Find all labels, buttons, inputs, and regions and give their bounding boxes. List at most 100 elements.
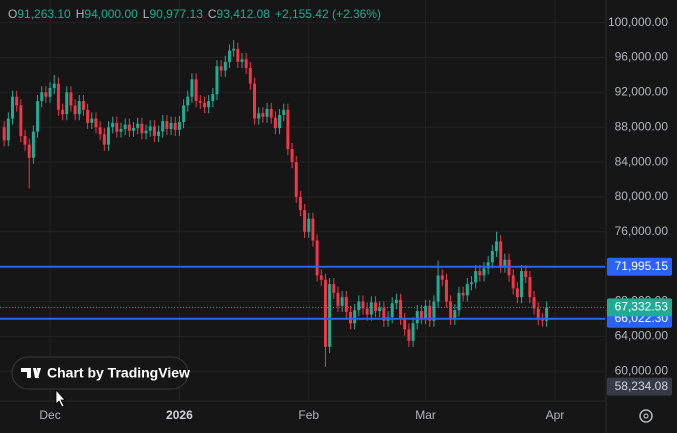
candle-body [332, 284, 336, 293]
y-tick-label: 92,000.00 [615, 85, 669, 99]
candle-body [152, 126, 156, 136]
candle-body [348, 311, 352, 324]
candle-body [90, 118, 94, 123]
x-tick-label: Mar [415, 408, 436, 422]
candle-body [244, 59, 248, 68]
candle-body [403, 318, 407, 330]
cursor [55, 388, 66, 408]
marker-box [607, 377, 672, 396]
last-price-box [607, 298, 672, 317]
candle-body [69, 92, 73, 106]
candle-body [6, 118, 10, 141]
candle-body [540, 318, 544, 321]
candle-body [515, 288, 519, 298]
candle-body [469, 282, 473, 285]
candle-body [382, 307, 386, 321]
candle-body [186, 96, 190, 106]
x-tick-label: Dec [39, 408, 60, 422]
gear-ring [639, 409, 653, 423]
candle-body [19, 105, 23, 136]
candle-body [86, 109, 90, 123]
x-tick-label: 2026 [166, 408, 193, 422]
candle-body [478, 271, 482, 276]
candle-body [415, 311, 419, 324]
candle-body [223, 61, 227, 71]
candle-body [357, 301, 361, 311]
candle-body [361, 301, 365, 309]
candle-body [169, 122, 173, 129]
candle-body [253, 83, 257, 119]
candle-body [40, 92, 44, 102]
candle-body [61, 109, 65, 115]
candle-body [424, 305, 428, 319]
candle-body [173, 122, 177, 130]
candle-body [165, 121, 169, 129]
candle-body [94, 118, 98, 128]
candle-body [132, 128, 136, 131]
badge-text: Chart by TradingView [47, 365, 190, 381]
candle-body [265, 108, 269, 117]
candle-body [27, 144, 31, 158]
candle-body [474, 271, 478, 283]
y-tick-label: 60,000.00 [615, 363, 669, 377]
candle-body [140, 123, 144, 134]
candle-body [102, 134, 106, 145]
candle-body [207, 101, 211, 108]
settings-icon[interactable] [639, 409, 653, 423]
candle-body [503, 259, 507, 267]
candle-body [15, 96, 19, 106]
candle-body [407, 329, 411, 341]
candle-body [495, 241, 499, 251]
candle-body [257, 113, 261, 119]
candle-body [428, 305, 432, 321]
candle-body [219, 66, 223, 71]
candle-body [374, 302, 378, 312]
candle-body [248, 67, 252, 84]
candle-body [307, 218, 311, 232]
y-tick-label: 96,000.00 [615, 50, 669, 64]
candle-body [127, 124, 131, 131]
candle-body [115, 122, 119, 132]
candle-body [394, 299, 398, 304]
candle-body [432, 301, 436, 321]
candle-body [202, 102, 206, 108]
candle-body [411, 323, 415, 341]
candle-body [436, 275, 440, 302]
candle-body [286, 109, 290, 150]
ohlc-header: O91,263.10 H94,000.00 L90,977.13 C93,412.08… [8, 7, 381, 21]
header-prefix: H [76, 7, 85, 21]
marker-label: 58,234.08 [615, 379, 669, 393]
header-prefix: O [8, 7, 17, 21]
y-tick-label: 76,000.00 [615, 224, 669, 238]
header-value: 90,977.13 [149, 7, 203, 21]
candle-body [236, 48, 240, 62]
header-prefix: C [208, 7, 217, 21]
candle-body [303, 210, 307, 232]
candle-body [390, 303, 394, 318]
candle-body [532, 297, 536, 309]
y-tick-label: 84,000.00 [615, 154, 669, 168]
candle-body [148, 126, 152, 131]
candle-body [161, 121, 165, 132]
header-value: 93,412.08 [217, 7, 271, 21]
candle-body [449, 301, 453, 319]
candle-body [227, 50, 231, 62]
candle-body [482, 268, 486, 276]
attribution-badge[interactable]: Chart by TradingView [11, 356, 190, 390]
y-tick-label: 88,000.00 [615, 119, 669, 133]
candle-body [36, 101, 40, 132]
gear-hub [643, 413, 649, 419]
candle-body [461, 292, 465, 296]
candle-body [319, 275, 323, 280]
candle-body [536, 308, 540, 319]
candle-body [323, 279, 327, 347]
candle-body [520, 271, 524, 298]
candle-body [31, 131, 35, 158]
candle-body [290, 149, 294, 163]
candle-body [81, 101, 85, 110]
x-tick-label: Apr [546, 408, 565, 422]
candle-body [123, 124, 127, 129]
candle-body [457, 292, 461, 311]
candle-body [98, 127, 102, 135]
